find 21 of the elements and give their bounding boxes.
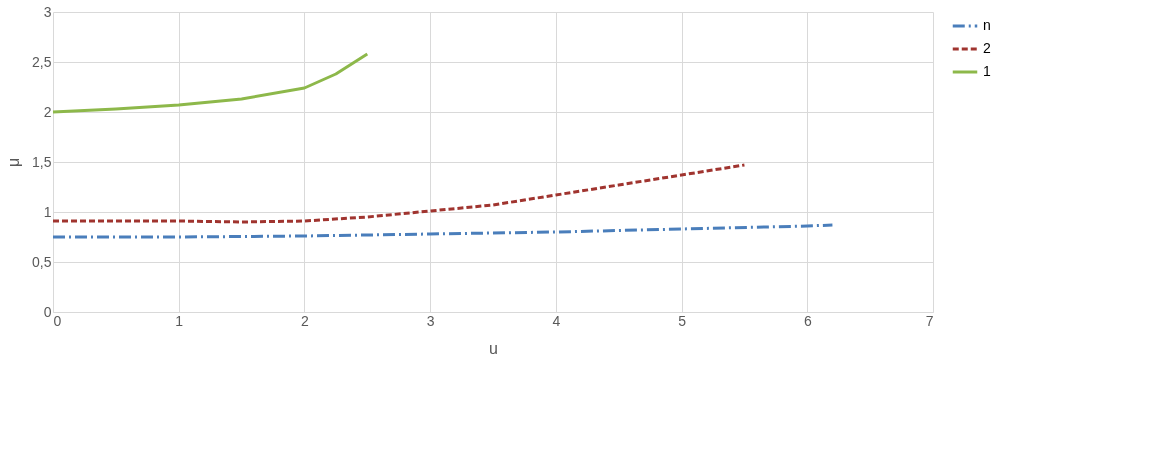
x-tick-label: 1 (175, 312, 184, 329)
y-tick-label: 3 (43, 3, 52, 20)
x-tick-label: 7 (925, 312, 934, 329)
legend-label: n (983, 17, 991, 33)
x-tick-label: 2 (301, 312, 310, 329)
x-axis-title: u (489, 339, 498, 357)
x-tick-label: 5 (678, 312, 687, 329)
legend-label: 2 (983, 40, 991, 56)
y-axis-title: μ (5, 157, 23, 168)
y-tick-label: 2 (43, 103, 52, 120)
y-tick-label: 2,5 (32, 53, 52, 70)
x-tick-label: 3 (426, 312, 435, 329)
x-tick-label: 4 (552, 312, 561, 329)
y-tick-label: 0,5 (32, 253, 52, 270)
line-series (51, 52, 369, 114)
y-tick-label: 1 (43, 203, 52, 220)
y-tick-label: 1,5 (32, 153, 52, 170)
legend-label: 1 (983, 63, 991, 79)
line-series (51, 223, 834, 239)
line-series (51, 163, 746, 224)
x-tick-label: 6 (803, 312, 812, 329)
